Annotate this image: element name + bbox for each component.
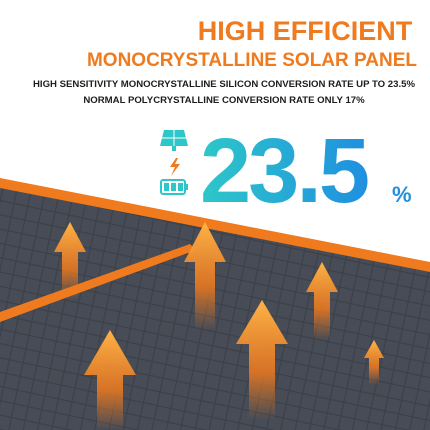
arrow [364,340,384,385]
title: HIGH EFFICIENT [198,16,413,46]
solar-icon [160,130,188,151]
description-line: HIGH SENSITIVITY MONOCRYSTALLINE SILICON… [33,79,415,90]
arrow [306,262,338,340]
arrows [54,222,384,430]
battery-icon [160,179,188,195]
arrow [54,222,86,300]
efficiency-value: 23.5 [200,120,368,222]
efficiency-unit: % [392,182,412,207]
arrow [236,300,288,420]
arrow [184,222,226,330]
panel-seam [0,244,196,322]
lightning-icon [170,158,180,176]
subtitle: MONOCRYSTALLINE SOLAR PANEL [87,50,417,71]
arrow [84,330,136,430]
description-line: NORMAL POLYCRYSTALLINE CONVERSION RATE O… [83,95,365,106]
